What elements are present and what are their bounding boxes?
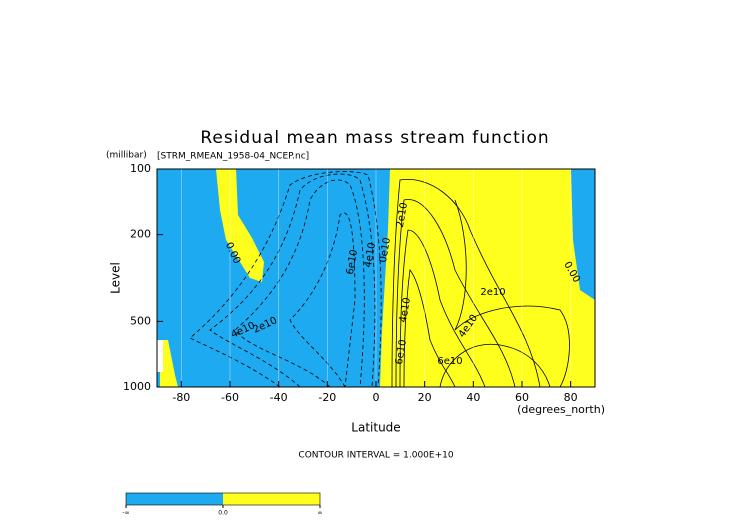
negative-contours: [189, 171, 382, 387]
chart-title: Residual mean mass stream function: [200, 128, 549, 148]
colorbar-label: -∞: [122, 510, 129, 517]
y-axis-label: Level: [109, 262, 123, 294]
contour-label: 2e10: [395, 202, 410, 229]
contour-interval-note: CONTOUR INTERVAL = 1.000E+10: [298, 451, 453, 461]
x-tick-label: -80: [172, 391, 190, 404]
y-tick-label: 1000: [123, 380, 151, 393]
x-tick-label: 80: [564, 391, 578, 404]
colorbar-swatch: [126, 493, 223, 505]
contour-label: 4e10: [398, 297, 413, 324]
positive-region: [216, 169, 264, 282]
y-tick-label: 500: [130, 314, 151, 327]
x-unit: (degrees_north): [517, 403, 605, 416]
colorbar-label: 0.0: [218, 510, 228, 517]
y-tick-label: 200: [130, 228, 151, 241]
chart-subtitle: [STRM_RMEAN_1958-04_NCEP.nc]: [157, 152, 309, 162]
missing-region: [157, 340, 163, 372]
contour-label: 0e10: [378, 237, 393, 264]
colorbar-swatch: [223, 493, 320, 505]
x-tick-label: 20: [418, 391, 432, 404]
field: [157, 169, 595, 387]
contour-label: 2e10: [480, 287, 505, 298]
y-tick-label: 100: [130, 162, 151, 175]
contour-label: 6e10: [437, 356, 462, 367]
x-tick-label: -60: [221, 391, 239, 404]
contour-label: 6e10: [345, 249, 360, 276]
x-tick-label: 60: [515, 391, 529, 404]
y-unit: (millibar): [106, 151, 147, 161]
x-tick-label: -20: [318, 391, 336, 404]
x-tick-label: 0: [373, 391, 380, 404]
grid: [180, 169, 572, 387]
positive-region: [380, 169, 595, 387]
contour-label: 6e10: [394, 339, 409, 366]
colorbar-label: ∞: [318, 510, 323, 517]
x-axis-label: Latitude: [351, 421, 400, 435]
x-tick-label: 40: [466, 391, 480, 404]
positive-contours: [391, 178, 570, 387]
x-tick-label: -40: [270, 391, 288, 404]
positive-region: [160, 340, 178, 387]
contour-label: 4e10: [363, 242, 378, 269]
